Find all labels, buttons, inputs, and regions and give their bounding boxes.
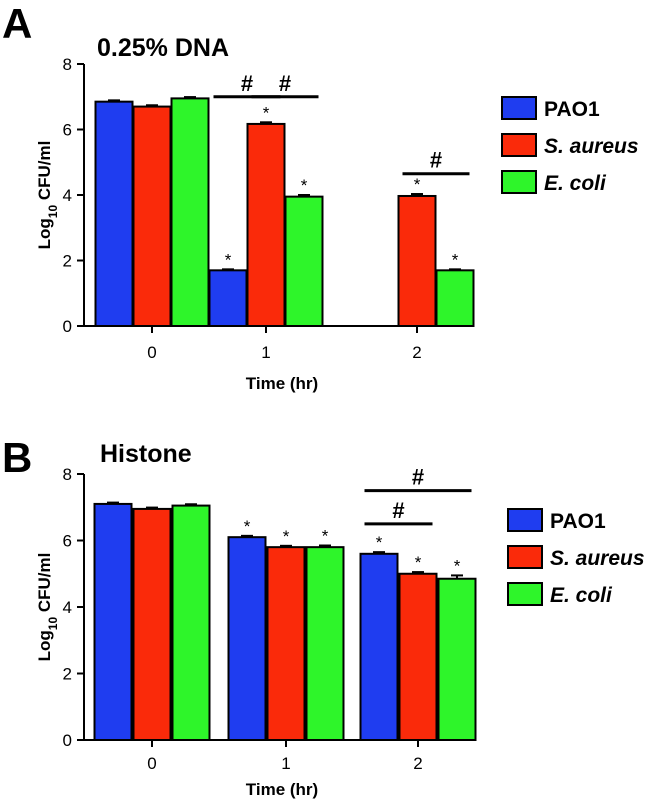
significance-hash: # — [430, 148, 442, 173]
y-axis-title-rest: CFU/ml — [35, 553, 54, 617]
legend-label: S. aureus — [544, 135, 639, 158]
panel-title: Histone — [100, 440, 192, 468]
significance-star: * — [376, 533, 383, 552]
y-axis-title: Log10 CFU/ml — [35, 553, 60, 662]
bar-pao1 — [94, 100, 134, 327]
significance-star: * — [452, 250, 459, 269]
y-axis-title-base: Log — [35, 218, 54, 249]
y-tick-label: 0 — [63, 317, 72, 336]
legend-swatch — [507, 545, 543, 569]
y-tick-label: 2 — [63, 665, 72, 684]
legend-swatch — [501, 133, 537, 157]
bar-saureus — [246, 122, 286, 328]
bar-saureus — [398, 572, 438, 741]
legend-swatch — [507, 582, 543, 606]
legend-label: S. aureus — [550, 547, 645, 570]
significance-hash: # — [279, 71, 291, 96]
y-tick-label: 6 — [63, 121, 72, 140]
x-tick-label: 2 — [412, 343, 421, 362]
y-axis-title-sub: 10 — [46, 205, 60, 219]
y-tick-label: 6 — [63, 532, 72, 551]
bar-pao1 — [208, 269, 248, 328]
y-tick-label: 0 — [63, 731, 72, 750]
significance-star: * — [263, 103, 270, 122]
significance-hash: # — [412, 465, 424, 490]
panel-A: A 0.25% DNA 0 2 4 6 8 0 1 2 Time (hr) Log10 CFU/ml *… — [2, 0, 639, 393]
bar-ecoli — [305, 546, 345, 742]
bar-saureus — [266, 546, 306, 742]
legend-label: E. coli — [544, 172, 607, 195]
bar-ecoli — [437, 577, 477, 741]
bar-ecoli — [284, 195, 324, 327]
x-tick-label: 1 — [281, 754, 290, 773]
y-tick-label: 4 — [63, 598, 72, 617]
panel-title: 0.25% DNA — [97, 34, 229, 62]
significance-hash: # — [392, 498, 404, 523]
significance-star: * — [454, 556, 461, 575]
x-axis-title: Time (hr) — [246, 374, 318, 393]
x-tick-label: 0 — [147, 754, 156, 773]
bar-pao1 — [227, 536, 267, 741]
bar-pao1 — [93, 502, 133, 741]
significance-hash: # — [241, 71, 253, 96]
bar-saureus — [397, 194, 437, 327]
significance-star: * — [283, 527, 290, 546]
bar-pao1 — [359, 552, 399, 741]
legend-swatch — [507, 508, 543, 532]
significance-star: * — [301, 176, 308, 195]
y-axis-title: Log10 CFU/ml — [35, 141, 60, 250]
panel-B: B Histone 0 2 4 6 8 0 1 2 Time (hr) Log10 CFU/ml * * *… — [2, 434, 645, 799]
x-tick-label: 1 — [261, 343, 270, 362]
y-tick-label: 8 — [63, 465, 72, 484]
significance-star: * — [225, 250, 232, 269]
y-axis-title-rest: CFU/ml — [35, 141, 54, 205]
y-axis-title-base: Log — [35, 630, 54, 661]
significance-star: * — [415, 553, 422, 572]
y-axis-title-sub: 10 — [46, 617, 60, 631]
legend-label: E. coli — [550, 584, 613, 607]
significance-star: * — [414, 175, 421, 194]
panel-letter: B — [2, 434, 32, 481]
significance-star: * — [322, 526, 329, 545]
legend-swatch — [501, 96, 537, 120]
legend-label: PAO1 — [550, 510, 606, 533]
bar-ecoli — [170, 97, 210, 327]
bar-saureus — [132, 507, 172, 741]
significance-star: * — [244, 517, 251, 536]
y-tick-label: 4 — [63, 186, 72, 205]
y-tick-label: 2 — [63, 252, 72, 271]
legend-swatch — [501, 170, 537, 194]
y-tick-label: 8 — [63, 55, 72, 74]
panel-letter: A — [2, 0, 32, 47]
bar-ecoli — [171, 504, 211, 741]
bar-ecoli — [435, 269, 475, 328]
x-axis-title: Time (hr) — [246, 780, 318, 799]
x-tick-label: 2 — [413, 754, 422, 773]
x-tick-label: 0 — [147, 343, 156, 362]
legend-label: PAO1 — [544, 98, 600, 121]
bar-saureus — [132, 105, 172, 327]
